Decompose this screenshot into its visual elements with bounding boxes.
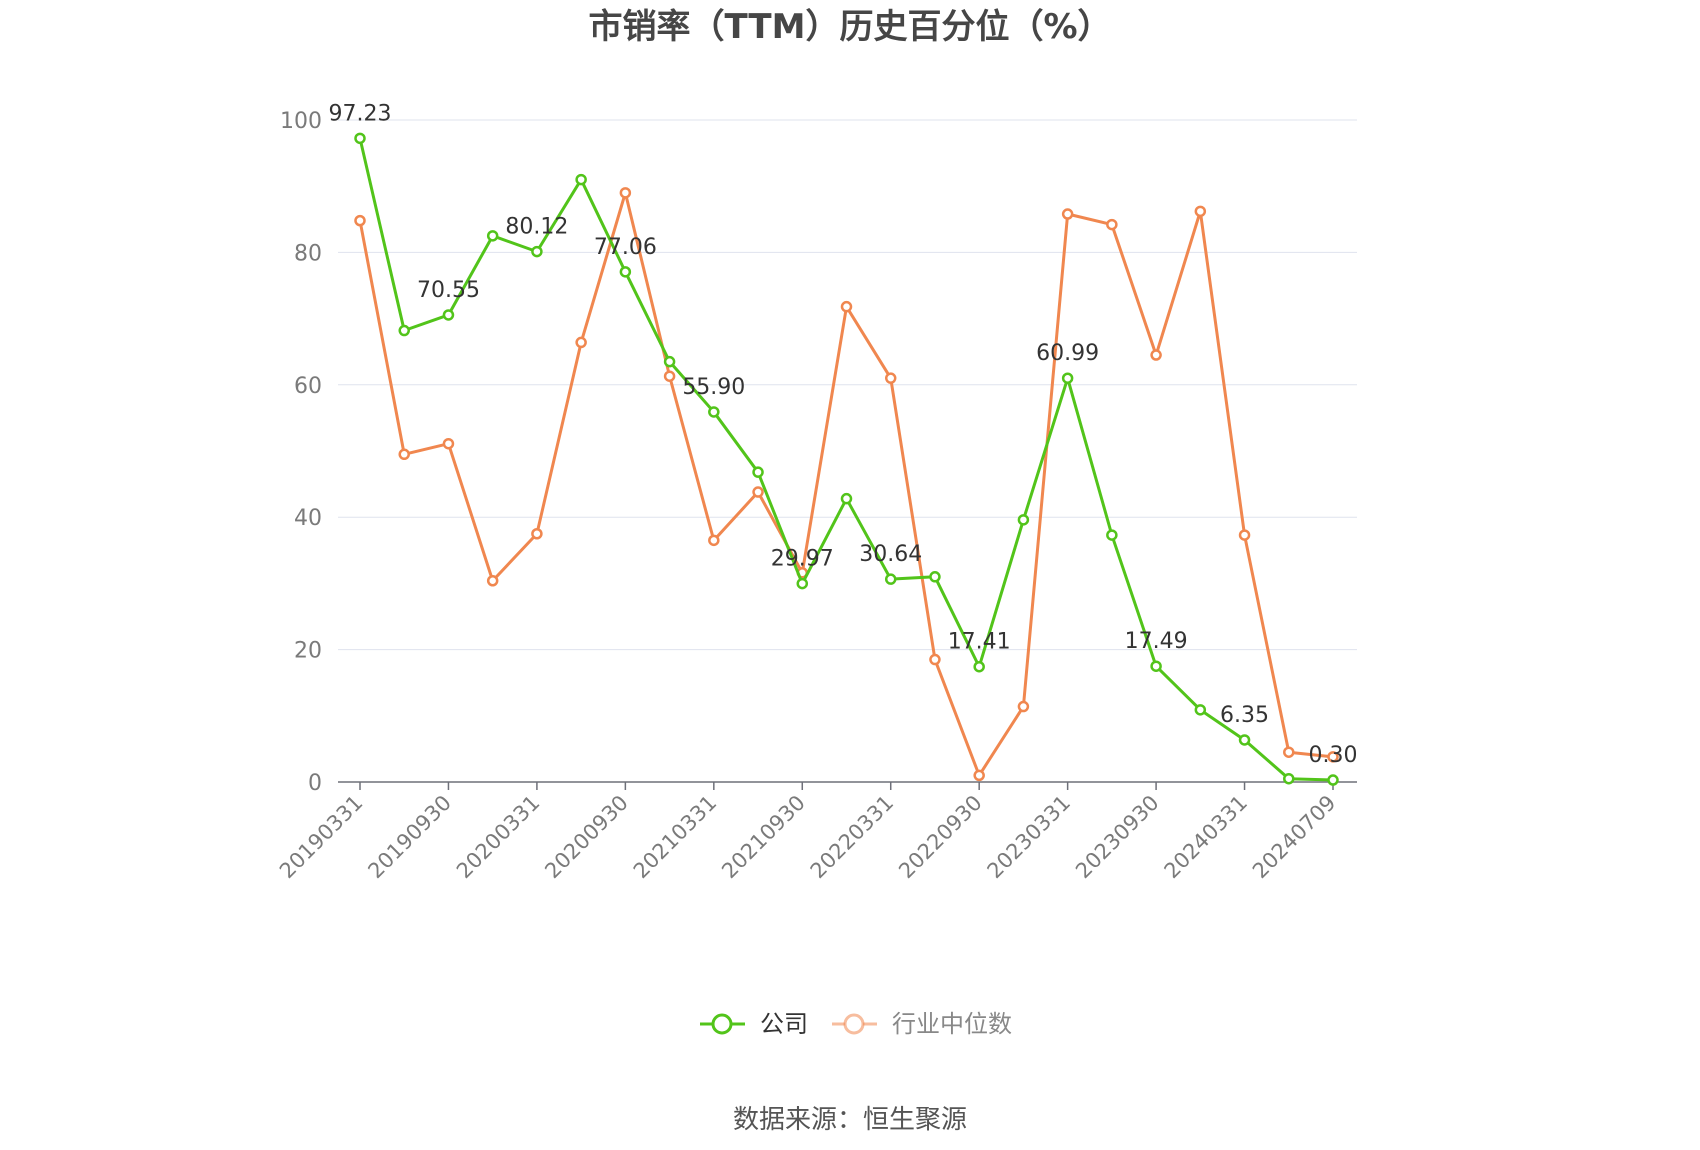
- data-point[interactable]: [398, 448, 410, 461]
- data-label: 29.97: [771, 547, 834, 572]
- data-label: 55.90: [682, 375, 745, 400]
- data-label: 30.64: [859, 542, 922, 567]
- x-tick-label: 20190930: [363, 791, 456, 884]
- data-point[interactable]: [1106, 218, 1118, 231]
- data-label: 80.12: [505, 215, 568, 240]
- data-point[interactable]: [884, 372, 897, 384]
- data-point[interactable]: [929, 653, 941, 666]
- data-point[interactable]: [398, 324, 410, 337]
- data-point[interactable]: [973, 769, 985, 782]
- legend-item-company[interactable]: 公司: [700, 1010, 808, 1038]
- x-tick-label: 20210331: [629, 791, 722, 884]
- y-tick-label: 100: [280, 109, 322, 134]
- data-point[interactable]: [1106, 529, 1118, 541]
- series-industry-median: [354, 187, 1339, 782]
- legend-label-company: 公司: [760, 1010, 808, 1038]
- data-point[interactable]: [663, 355, 676, 368]
- data-label: 6.35: [1220, 703, 1269, 728]
- y-tick-label: 60: [294, 374, 322, 399]
- series-line: [358, 191, 1334, 777]
- legend-item-industry-median[interactable]: 行业中位数: [832, 1010, 1012, 1038]
- x-tick-label: 20200930: [540, 791, 633, 884]
- data-point[interactable]: [929, 571, 941, 583]
- x-tick-label: 20190331: [275, 791, 368, 884]
- grid-lines: [338, 119, 1357, 651]
- data-label: 0.30: [1309, 743, 1358, 768]
- chart-title: 市销率（TTM）历史百分位（%）: [588, 7, 1111, 47]
- series-layer: [354, 132, 1339, 786]
- legend-marker-industry-median: [843, 1013, 865, 1035]
- data-label: 17.49: [1125, 629, 1188, 654]
- data-point[interactable]: [486, 575, 499, 587]
- data-point[interactable]: [1017, 514, 1030, 526]
- x-tick-label: 20200331: [452, 791, 545, 884]
- x-tick-label: 20230331: [983, 791, 1076, 884]
- x-tick-label: 20220930: [894, 791, 987, 884]
- data-point[interactable]: [1283, 746, 1295, 758]
- data-point[interactable]: [1061, 208, 1074, 220]
- data-label: 17.41: [948, 630, 1011, 655]
- data-point[interactable]: [752, 486, 764, 498]
- data-point[interactable]: [973, 660, 985, 673]
- data-point[interactable]: [840, 492, 853, 505]
- y-tick-label: 20: [294, 639, 322, 664]
- legend-marker-company: [711, 1013, 733, 1035]
- y-tick-label: 80: [294, 241, 322, 266]
- data-source: 数据来源：恒生聚源: [733, 1105, 967, 1135]
- data-point[interactable]: [575, 336, 587, 349]
- y-tick-label: 40: [294, 506, 322, 531]
- data-point[interactable]: [442, 309, 455, 321]
- data-label: 97.23: [329, 101, 392, 126]
- data-point[interactable]: [442, 437, 455, 450]
- data-point[interactable]: [1283, 772, 1295, 785]
- x-tick-label: 20240709: [1248, 791, 1341, 884]
- data-point[interactable]: [884, 573, 897, 585]
- data-point[interactable]: [840, 300, 853, 313]
- data-point[interactable]: [486, 230, 499, 242]
- data-point[interactable]: [752, 466, 764, 478]
- data-point[interactable]: [663, 370, 676, 382]
- legend: 公司 行业中位数: [700, 1010, 1012, 1038]
- data-point[interactable]: [575, 173, 587, 186]
- data-point[interactable]: [1150, 349, 1162, 361]
- data-label: 70.55: [417, 278, 480, 303]
- data-point[interactable]: [708, 406, 720, 418]
- data-label: 60.99: [1036, 341, 1099, 366]
- x-tick-label: 20220331: [806, 791, 899, 884]
- data-point[interactable]: [531, 528, 543, 540]
- data-point[interactable]: [619, 266, 632, 278]
- data-point[interactable]: [1327, 751, 1339, 763]
- data-point[interactable]: [1150, 660, 1162, 672]
- x-tick-label: 20240331: [1160, 791, 1253, 884]
- data-point[interactable]: [708, 534, 720, 547]
- y-tick-label: 0: [308, 771, 322, 796]
- data-point[interactable]: [531, 245, 543, 258]
- data-label: 77.06: [594, 235, 657, 260]
- data-point[interactable]: [354, 132, 366, 145]
- x-tick-label: 20210930: [717, 791, 810, 884]
- data-point[interactable]: [619, 187, 632, 199]
- data-labels: 97.23 70.55 80.12 77.06 55.90 29.97 30.64 17.41…: [329, 101, 1358, 768]
- data-point[interactable]: [1194, 704, 1207, 716]
- legend-label-industry-median: 行业中位数: [892, 1010, 1012, 1038]
- data-point[interactable]: [354, 214, 366, 227]
- data-point[interactable]: [1327, 774, 1339, 786]
- x-tick-label: 20230930: [1071, 791, 1164, 884]
- data-point[interactable]: [1061, 372, 1074, 384]
- data-point[interactable]: [1017, 700, 1030, 713]
- data-point[interactable]: [1238, 529, 1251, 541]
- series-company: [354, 132, 1339, 786]
- data-point[interactable]: [1194, 205, 1207, 218]
- data-point[interactable]: [1238, 734, 1251, 746]
- data-point[interactable]: [796, 577, 809, 590]
